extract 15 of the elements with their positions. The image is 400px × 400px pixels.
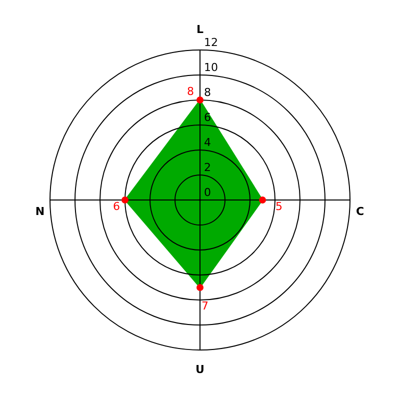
data-label: 7 — [202, 300, 208, 313]
y-tick-label: 0 — [204, 186, 211, 200]
spoke-label: N — [35, 205, 45, 218]
y-tick-label: 6 — [204, 111, 211, 124]
y-tick-label: 2 — [204, 161, 211, 174]
y-tick-label: 4 — [204, 136, 211, 150]
y-tick-label: 12 — [204, 36, 218, 50]
y-tick-label: 10 — [204, 61, 218, 74]
spoke-label: U — [196, 363, 204, 376]
y-tick-label: 8 — [204, 86, 211, 100]
data-label: 5 — [276, 200, 282, 214]
data-label: 8 — [187, 85, 194, 98]
spoke-label: L — [196, 23, 204, 36]
spoke-label: C — [356, 205, 364, 218]
data-label: 6 — [113, 200, 120, 214]
